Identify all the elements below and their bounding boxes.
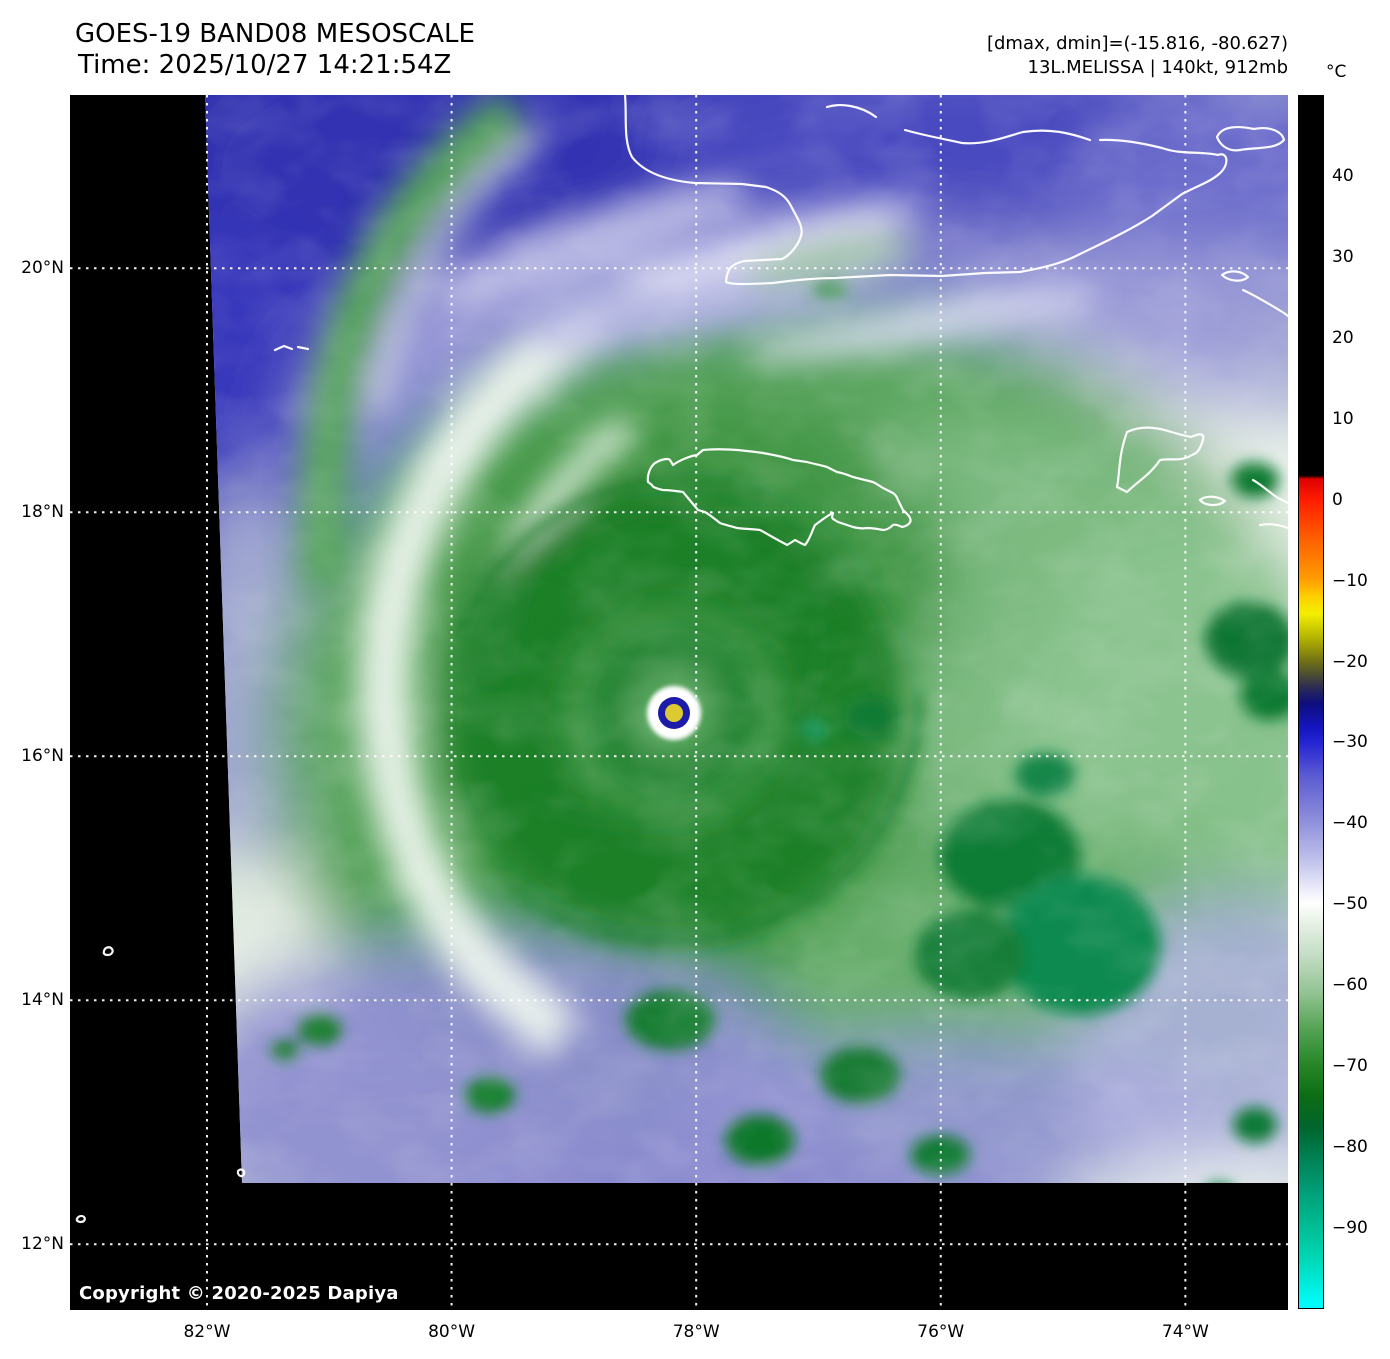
data-range-readout: [dmax, dmin]=(-15.816, -80.627) xyxy=(986,33,1288,54)
hurricane-eye xyxy=(647,686,701,740)
coastline-hispaniola-north xyxy=(1241,288,1288,318)
island-contour-small-3 xyxy=(236,1168,246,1178)
coastline-cuba xyxy=(623,95,1228,286)
coastline-gonave xyxy=(1198,495,1227,507)
lon-tick-label: 74°W xyxy=(1161,1322,1209,1342)
coastline-hispaniola-south xyxy=(1251,478,1288,530)
colorbar-tick-label: −90 xyxy=(1332,1218,1368,1239)
satellite-scene xyxy=(70,95,1288,1310)
coastline-great-inagua xyxy=(1215,125,1286,152)
eye-core xyxy=(665,704,683,722)
colorbar-unit-label: °C xyxy=(1326,62,1347,82)
colorbar-tick-label: −60 xyxy=(1332,975,1368,996)
colorbar xyxy=(1298,95,1324,1309)
satellite-data-region xyxy=(205,95,1288,1183)
colorbar-tick-label: −40 xyxy=(1332,813,1368,834)
coastlines xyxy=(75,95,1288,1224)
colorbar-tick-label: −10 xyxy=(1332,570,1368,591)
colorbar-tick-label: −70 xyxy=(1332,1056,1368,1077)
colorbar-tick-label: 30 xyxy=(1332,246,1354,267)
lat-tick-label: 18°N xyxy=(21,502,64,523)
map-plot: Copyright © 2020-2025 Dapiya xyxy=(70,95,1288,1310)
colorbar-tick-label: −80 xyxy=(1332,1137,1368,1158)
coastline-cayman-islands xyxy=(273,344,310,352)
lon-tick-label: 76°W xyxy=(917,1322,965,1342)
island-contour-small-1 xyxy=(102,946,114,957)
colorbar-tick-label: 40 xyxy=(1332,165,1354,186)
lat-tick-label: 12°N xyxy=(21,1234,64,1255)
lat-tick-label: 20°N xyxy=(21,258,64,279)
lat-tick-label: 16°N xyxy=(21,746,64,767)
figure-timestamp: Time: 2025/10/27 14:21:54Z xyxy=(78,50,452,80)
lon-tick-label: 82°W xyxy=(183,1322,231,1342)
coastline-jamaica xyxy=(646,448,912,547)
colorbar-tick-label: −50 xyxy=(1332,894,1368,915)
cloud-texture xyxy=(205,95,1288,1183)
lat-tick-label: 14°N xyxy=(21,990,64,1011)
colorbar-tick-label: 0 xyxy=(1332,489,1343,510)
coastline-cuba-north-keys xyxy=(825,104,1092,145)
copyright-label: Copyright © 2020-2025 Dapiya xyxy=(79,1283,399,1304)
colorbar-tick-label: 10 xyxy=(1332,408,1354,429)
lon-tick-label: 80°W xyxy=(428,1322,476,1342)
gridlines xyxy=(70,95,1288,1310)
colorbar-tick-label: −20 xyxy=(1332,651,1368,672)
island-contour-small-2 xyxy=(75,1214,86,1224)
coastline-tortuga xyxy=(1220,270,1250,282)
colorbar-tick-label: 20 xyxy=(1332,327,1354,348)
storm-info-readout: 13L.MELISSA | 140kt, 912mb xyxy=(1027,57,1289,78)
coastline-haiti-tiburon xyxy=(1115,426,1205,494)
lon-tick-label: 78°W xyxy=(672,1322,720,1342)
figure-title: GOES-19 BAND08 MESOSCALE xyxy=(75,19,475,49)
colorbar-tick-label: −30 xyxy=(1332,732,1368,753)
